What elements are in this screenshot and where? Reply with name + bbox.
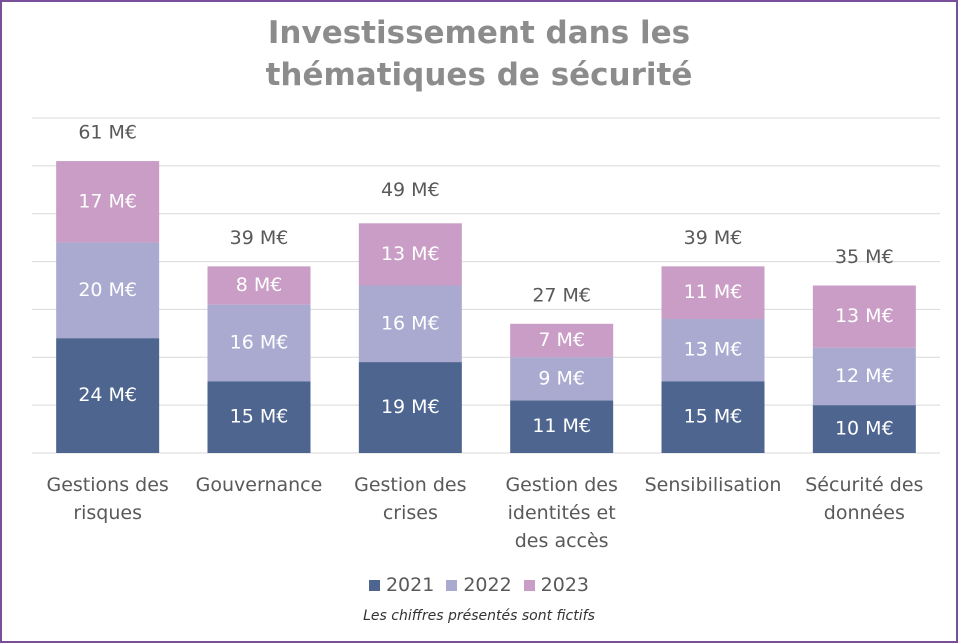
bar-segment [56, 338, 160, 453]
x-tick-label: Gestion des crises [354, 474, 467, 524]
value-label: 13 M€ [684, 339, 743, 361]
x-tick-label: Gestion des identités et des accès [505, 474, 618, 552]
chart-title: Investissement dans les thématiques de s… [265, 15, 693, 93]
value-label: 15 M€ [230, 406, 289, 428]
bar-segment [510, 357, 614, 401]
total-label: 27 M€ [532, 284, 591, 306]
bar-segment [358, 223, 462, 286]
value-label: 20 M€ [78, 279, 137, 301]
legend-label: 2023 [540, 574, 590, 596]
bar-segment [661, 319, 765, 382]
total-label: 49 M€ [381, 179, 440, 201]
value-label: 24 M€ [78, 384, 137, 406]
value-label: 17 M€ [78, 190, 137, 212]
total-label: 39 M€ [684, 227, 743, 249]
value-label: 16 M€ [230, 331, 289, 353]
note: Les chiffres présentés sont fictifs [363, 608, 595, 624]
value-label: 7 M€ [538, 329, 585, 351]
title-box: Investissement dans les thématiques de s… [2, 12, 956, 96]
value-label: 8 M€ [236, 274, 283, 296]
bar-segment [661, 381, 765, 453]
value-label: 11 M€ [684, 281, 743, 303]
value-label: 13 M€ [835, 305, 894, 327]
legend-item: 2021 [368, 574, 435, 596]
bar-segment [207, 381, 311, 453]
x-tick-label: Gestions des risques [46, 474, 169, 524]
value-label: 9 M€ [538, 367, 585, 389]
legend-swatch [368, 580, 380, 591]
x-tick-label: Sécurité des données [805, 474, 924, 524]
legend-item: 2022 [446, 574, 512, 596]
legend-label: 2022 [463, 574, 512, 596]
value-label: 16 M€ [381, 312, 440, 334]
bar-segment [207, 266, 311, 305]
bar-segment [358, 285, 462, 363]
bar-segment [56, 161, 160, 243]
bar-segment [207, 304, 311, 382]
bar-segment [358, 362, 462, 453]
value-label: 15 M€ [684, 406, 743, 428]
value-label: 13 M€ [381, 243, 440, 265]
value-label: 12 M€ [835, 365, 894, 387]
x-tick-label: Sensibilisation [644, 474, 782, 496]
bar-segment [812, 285, 916, 348]
bar-segment [510, 400, 614, 453]
bar-segment [812, 347, 916, 406]
legend-item: 2023 [523, 574, 590, 596]
bar-segment [661, 266, 765, 319]
value-label: 19 M€ [381, 396, 440, 418]
value-label: 11 M€ [532, 415, 591, 437]
legend-swatch [523, 580, 535, 591]
value-label: 10 M€ [835, 418, 894, 440]
total-label: 61 M€ [78, 122, 137, 144]
total-label: 39 M€ [230, 227, 289, 249]
bar-segment [812, 405, 916, 453]
legend-swatch [446, 580, 458, 591]
legend: 2021 2022 2023 [2, 574, 956, 596]
legend-label: 2021 [385, 574, 435, 596]
bar-segment [56, 242, 160, 339]
total-label: 35 M€ [835, 246, 894, 268]
x-tick-label: Gouvernance [195, 474, 323, 496]
bar-segment [510, 323, 614, 358]
